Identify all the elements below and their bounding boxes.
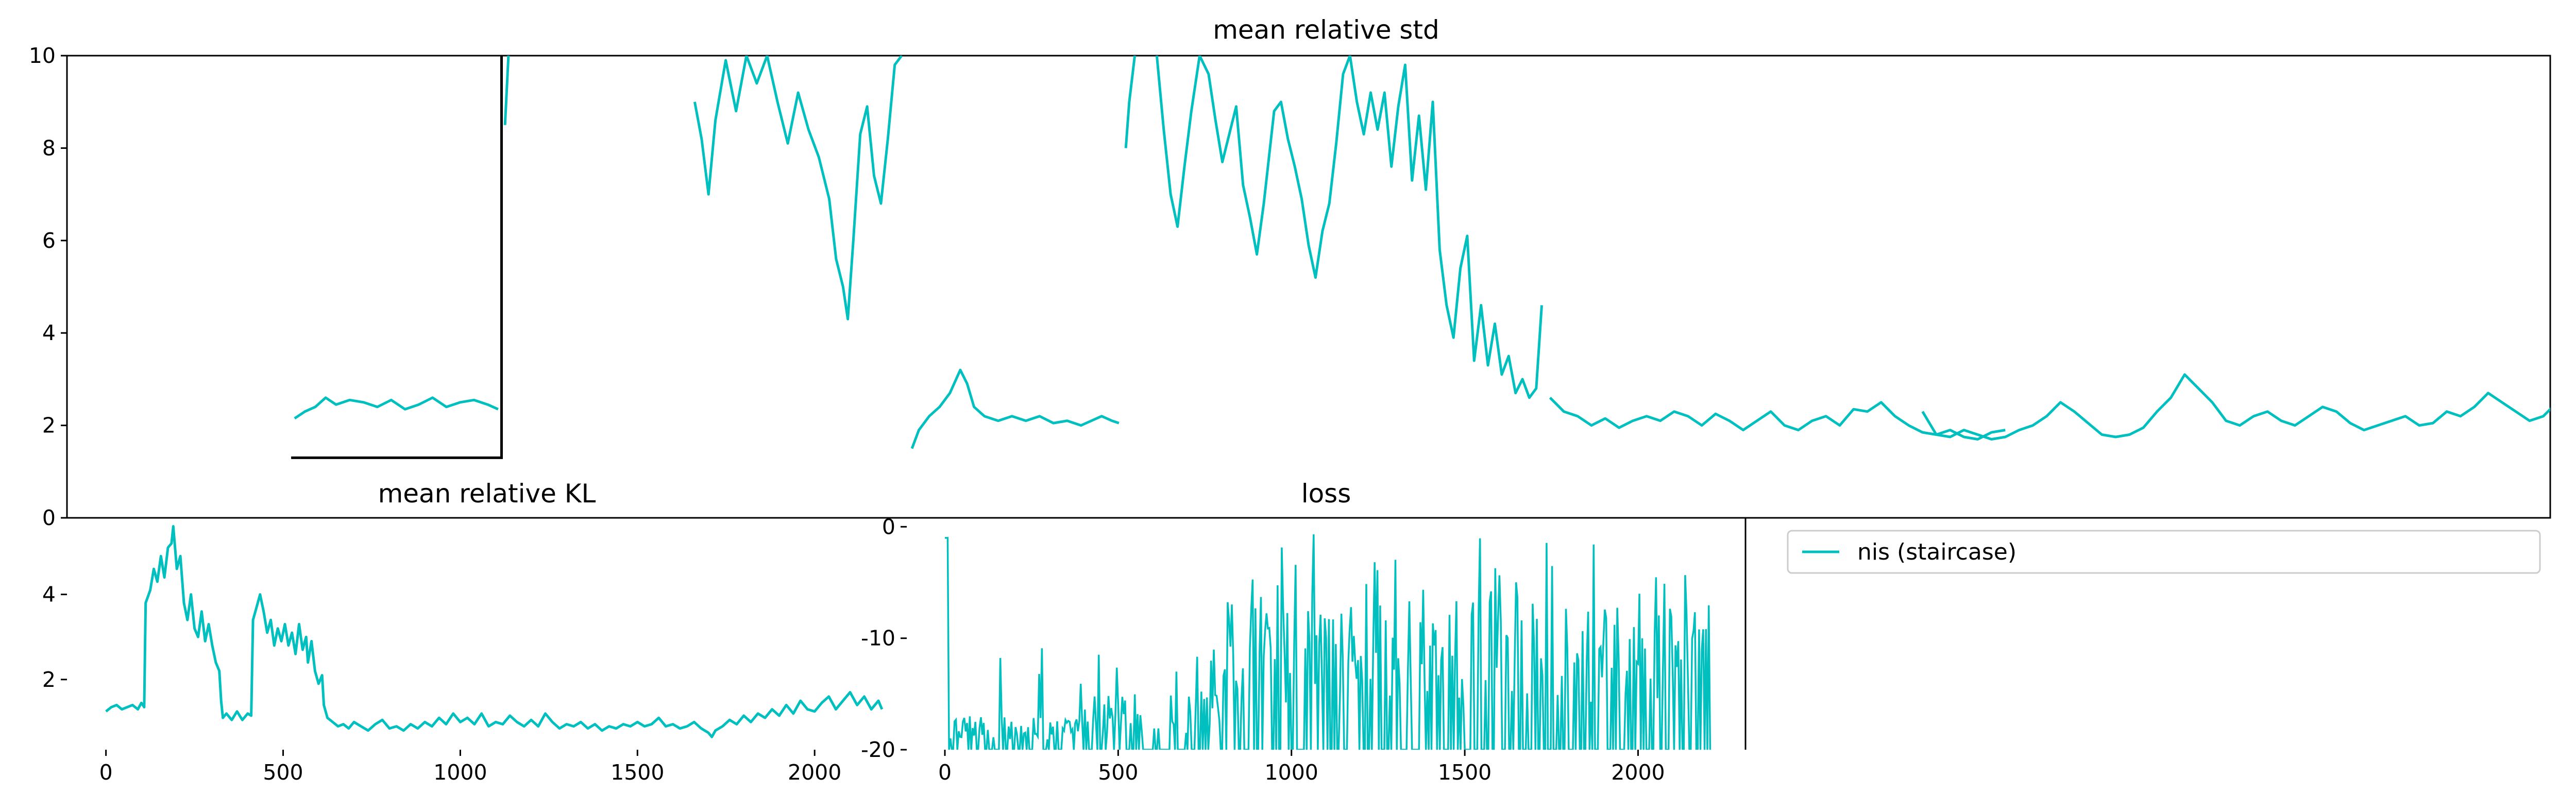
loss-panel: loss 0 -10 -20 0 500 1000 1500 2000: [861, 479, 1747, 785]
std-signal-line: [910, 368, 1120, 449]
legend: nis (staircase): [1787, 530, 2541, 574]
loss-yticks: 0 -10 -20: [861, 514, 907, 762]
kl-yticks: 24: [42, 582, 67, 692]
loss-xtick-label: 2000: [1611, 760, 1665, 785]
std-signal-line: [1921, 373, 2550, 441]
loss-plot-area: [945, 534, 1711, 750]
legend-box: [1787, 530, 2541, 574]
loss-title: loss: [1301, 479, 1351, 509]
std-signal-line: [1124, 56, 1137, 148]
std-signal-line: [503, 56, 510, 125]
std-ytick-label: 10: [29, 43, 56, 68]
std-ytick-label: 0: [42, 505, 56, 530]
kl-title: mean relative KL: [378, 479, 596, 509]
kl-signal-line: [105, 525, 884, 738]
kl-xtick-label: 500: [263, 760, 303, 785]
std-panel: mean relative std 0 2 4 6 8 10: [29, 15, 2551, 530]
loss-xtick-label: 500: [1098, 760, 1138, 785]
loss-ytick-label: -20: [861, 737, 895, 762]
std-title: mean relative std: [1213, 15, 1439, 45]
loss-xtick-label: 0: [938, 760, 952, 785]
loss-ytick-label: 0: [882, 514, 895, 539]
loss-xtick-label: 1500: [1438, 760, 1492, 785]
loss-xtick-label: 1000: [1265, 760, 1318, 785]
loss-ytick-label: -10: [861, 626, 895, 651]
legend-label: nis (staircase): [1857, 539, 2016, 565]
kl-xtick-label: 0: [99, 760, 113, 785]
kl-panel: mean relative KL 24 0 500 1000 1500 2000: [42, 479, 884, 785]
loss-xticks: 0 500 1000 1500 2000: [938, 750, 1665, 785]
std-ytick-label: 8: [42, 136, 56, 160]
kl-xtick-label: 2000: [788, 760, 841, 785]
kl-xtick-label: 1500: [611, 760, 664, 785]
std-staircase-line: [291, 56, 503, 459]
std-signal-line: [1549, 397, 2006, 441]
std-yticks: 0 2 4 6 8 10: [29, 43, 67, 530]
std-ytick-label: 2: [42, 413, 56, 438]
kl-plot-area: [105, 525, 884, 738]
std-signal-line: [294, 396, 499, 420]
std-signal-line: [693, 56, 903, 320]
std-signal-line: [1155, 56, 1543, 399]
loss-signal-line: [945, 534, 1711, 750]
std-axes-frame: [66, 55, 2551, 519]
kl-xtick-label: 1000: [433, 760, 487, 785]
kl-ytick-label: 4: [42, 582, 56, 607]
kl-xticks: 0 500 1000 1500 2000: [99, 750, 841, 785]
kl-ytick-label: 2: [42, 667, 56, 692]
std-plot-area: [291, 56, 2550, 459]
std-ytick-label: 4: [42, 320, 56, 345]
std-ytick-label: 6: [42, 228, 56, 253]
